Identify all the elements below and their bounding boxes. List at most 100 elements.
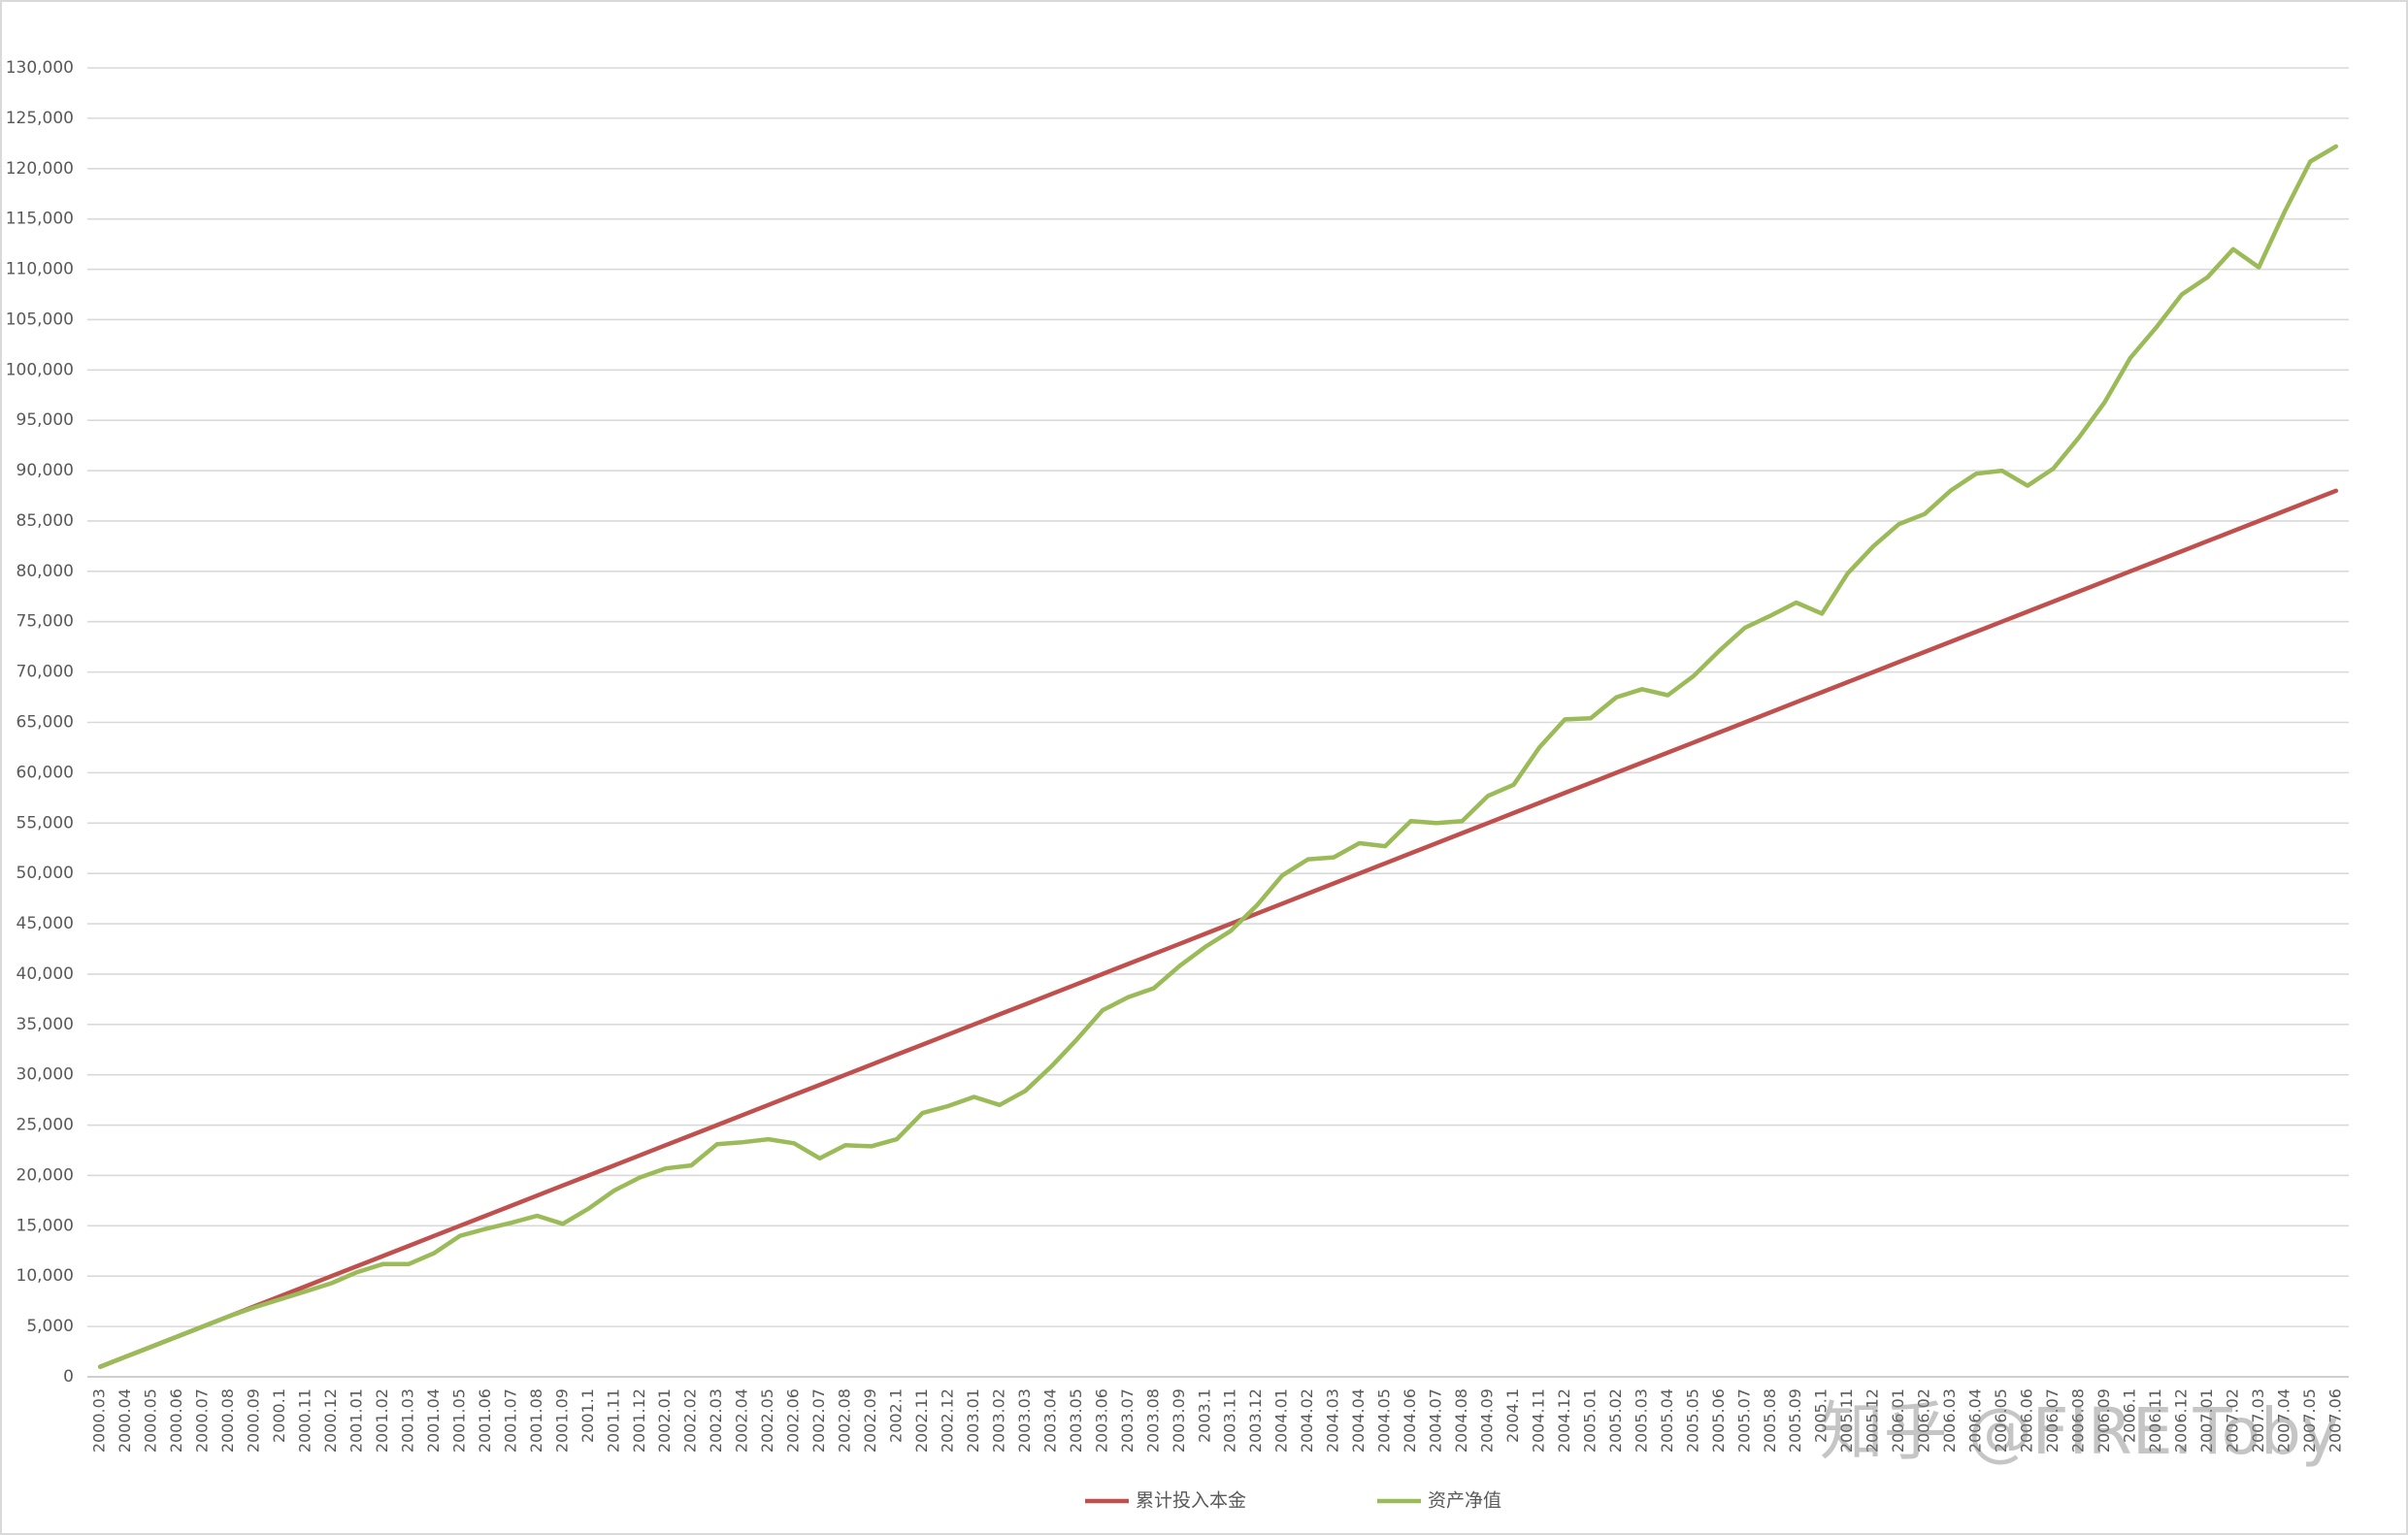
x-tick-label: 2001.08 — [527, 1388, 545, 1453]
x-tick-label: 2004.07 — [1427, 1388, 1445, 1453]
y-tick-label: 110,000 — [6, 260, 74, 279]
x-tick-label: 2001.09 — [552, 1388, 571, 1453]
x-tick-label: 2001.01 — [347, 1388, 366, 1453]
x-tick-label: 2005.06 — [1709, 1388, 1728, 1453]
x-tick-label: 2001.1 — [578, 1388, 597, 1443]
x-tick-label: 2006.07 — [2043, 1388, 2062, 1453]
x-tick-label: 2000.08 — [218, 1388, 237, 1453]
y-tick-label: 35,000 — [16, 1015, 74, 1034]
x-tick-label: 2005.05 — [1683, 1388, 1701, 1453]
x-tick-label: 2006.09 — [2095, 1388, 2113, 1453]
x-tick-label: 2005.03 — [1632, 1388, 1650, 1453]
x-tick-label: 2004.01 — [1272, 1388, 1291, 1453]
x-tick-label: 2004.06 — [1401, 1388, 1419, 1453]
x-tick-label: 2000.03 — [90, 1388, 109, 1453]
y-tick-label: 20,000 — [16, 1165, 74, 1185]
x-tick-label: 2000.09 — [245, 1388, 263, 1453]
x-tick-label: 2006.08 — [2068, 1388, 2087, 1453]
x-tick-label: 2006.03 — [1940, 1388, 1959, 1453]
y-tick-label: 120,000 — [6, 159, 74, 179]
x-tick-label: 2006.11 — [2146, 1388, 2164, 1453]
x-tick-label: 2007.03 — [2249, 1388, 2267, 1453]
y-tick-label: 95,000 — [16, 410, 74, 430]
x-tick-label: 2006.02 — [1915, 1388, 1933, 1453]
data-line — [97, 144, 2339, 1369]
y-tick-label: 125,000 — [6, 109, 74, 128]
x-tick-label: 2001.06 — [476, 1388, 494, 1453]
x-tick-label: 2004.11 — [1529, 1388, 1547, 1453]
x-tick-label: 2003.09 — [1170, 1388, 1188, 1453]
x-tick-label: 2006.04 — [1966, 1388, 1985, 1453]
x-tick-label: 2001.02 — [373, 1388, 391, 1453]
y-tick-label: 105,000 — [6, 310, 74, 329]
y-tick-label: 15,000 — [16, 1216, 74, 1235]
x-tick-label: 2003.12 — [1246, 1388, 1265, 1453]
x-tick-label: 2005.08 — [1761, 1388, 1779, 1453]
y-tick-label: 55,000 — [16, 813, 74, 833]
x-tick-label: 2003.03 — [1015, 1388, 1034, 1453]
x-tick-label: 2005.11 — [1837, 1388, 1856, 1453]
y-tick-label: 10,000 — [16, 1266, 74, 1286]
x-tick-label: 2003.04 — [1040, 1388, 1059, 1453]
x-tick-label: 2007.02 — [2223, 1388, 2241, 1453]
x-tick-label: 2006.01 — [1889, 1388, 1907, 1453]
x-tick-label: 2001.04 — [424, 1388, 443, 1453]
legend-label: 资产净值 — [1428, 1490, 1501, 1512]
y-tick-label: 60,000 — [16, 763, 74, 782]
y-tick-label: 75,000 — [16, 612, 74, 632]
y-tick-label: 25,000 — [16, 1116, 74, 1135]
x-tick-label: 2003.06 — [1092, 1388, 1110, 1453]
y-tick-label: 65,000 — [16, 713, 74, 733]
x-tick-label: 2004.05 — [1375, 1388, 1394, 1453]
x-tick-label: 2002.1 — [887, 1388, 906, 1443]
x-tick-label: 2005.04 — [1658, 1388, 1676, 1453]
x-tick-label: 2006.12 — [2171, 1388, 2190, 1453]
y-tick-label: 40,000 — [16, 964, 74, 984]
x-tick-label: 2004.03 — [1324, 1388, 1342, 1453]
x-tick-label: 2003.05 — [1067, 1388, 1085, 1453]
x-tick-label: 2003.1 — [1195, 1388, 1213, 1443]
x-tick-label: 2001.07 — [501, 1388, 519, 1453]
x-tick-label: 2002.09 — [861, 1388, 879, 1453]
x-tick-label: 2007.01 — [2197, 1388, 2216, 1453]
x-tick-label: 2005.07 — [1734, 1388, 1753, 1453]
x-tick-label: 2001.12 — [630, 1388, 648, 1453]
x-tick-label: 2002.12 — [938, 1388, 956, 1453]
watermark: 知乎 @FIRE.Toby — [1820, 1394, 2339, 1469]
x-tick-label: 2002.03 — [707, 1388, 725, 1453]
x-tick-label: 2004.02 — [1298, 1388, 1316, 1453]
x-tick-label: 2005.02 — [1606, 1388, 1625, 1453]
x-tick-label: 2007.04 — [2274, 1388, 2293, 1453]
y-tick-label: 130,000 — [6, 58, 74, 78]
x-tick-label: 2005.09 — [1786, 1388, 1804, 1453]
x-tick-label: 2005.12 — [1864, 1388, 1882, 1453]
data-line — [97, 488, 2339, 1369]
x-tick-label: 2000.07 — [193, 1388, 212, 1453]
x-tick-label: 2002.06 — [784, 1388, 803, 1453]
x-tick-label: 2003.01 — [964, 1388, 982, 1453]
y-tick-label: 50,000 — [16, 864, 74, 883]
x-tick-label: 2000.11 — [296, 1388, 314, 1453]
y-tick-label: 0 — [63, 1367, 74, 1387]
y-tick-label: 90,000 — [16, 461, 74, 480]
x-tick-label: 2004.1 — [1503, 1388, 1522, 1443]
x-tick-label: 2007.05 — [2300, 1388, 2319, 1453]
x-tick-label: 2000.04 — [115, 1388, 134, 1453]
x-tick-label: 2002.05 — [758, 1388, 776, 1453]
x-tick-label: 2000.06 — [167, 1388, 185, 1453]
y-tick-label: 100,000 — [6, 360, 74, 379]
x-tick-label: 2006.06 — [2018, 1388, 2036, 1453]
x-tick-label: 2003.08 — [1143, 1388, 1162, 1453]
y-tick-label: 85,000 — [16, 511, 74, 531]
y-tick-label: 45,000 — [16, 914, 74, 933]
y-tick-label: 5,000 — [26, 1317, 74, 1336]
legend-label: 累计投入本金 — [1136, 1490, 1246, 1512]
x-tick-label: 2002.04 — [733, 1388, 751, 1453]
x-tick-label: 2004.04 — [1349, 1388, 1368, 1453]
x-tick-label: 2003.11 — [1221, 1388, 1239, 1453]
x-tick-label: 2002.01 — [655, 1388, 674, 1453]
x-tick-label: 2004.12 — [1555, 1388, 1573, 1453]
x-tick-label: 2000.05 — [142, 1388, 160, 1453]
